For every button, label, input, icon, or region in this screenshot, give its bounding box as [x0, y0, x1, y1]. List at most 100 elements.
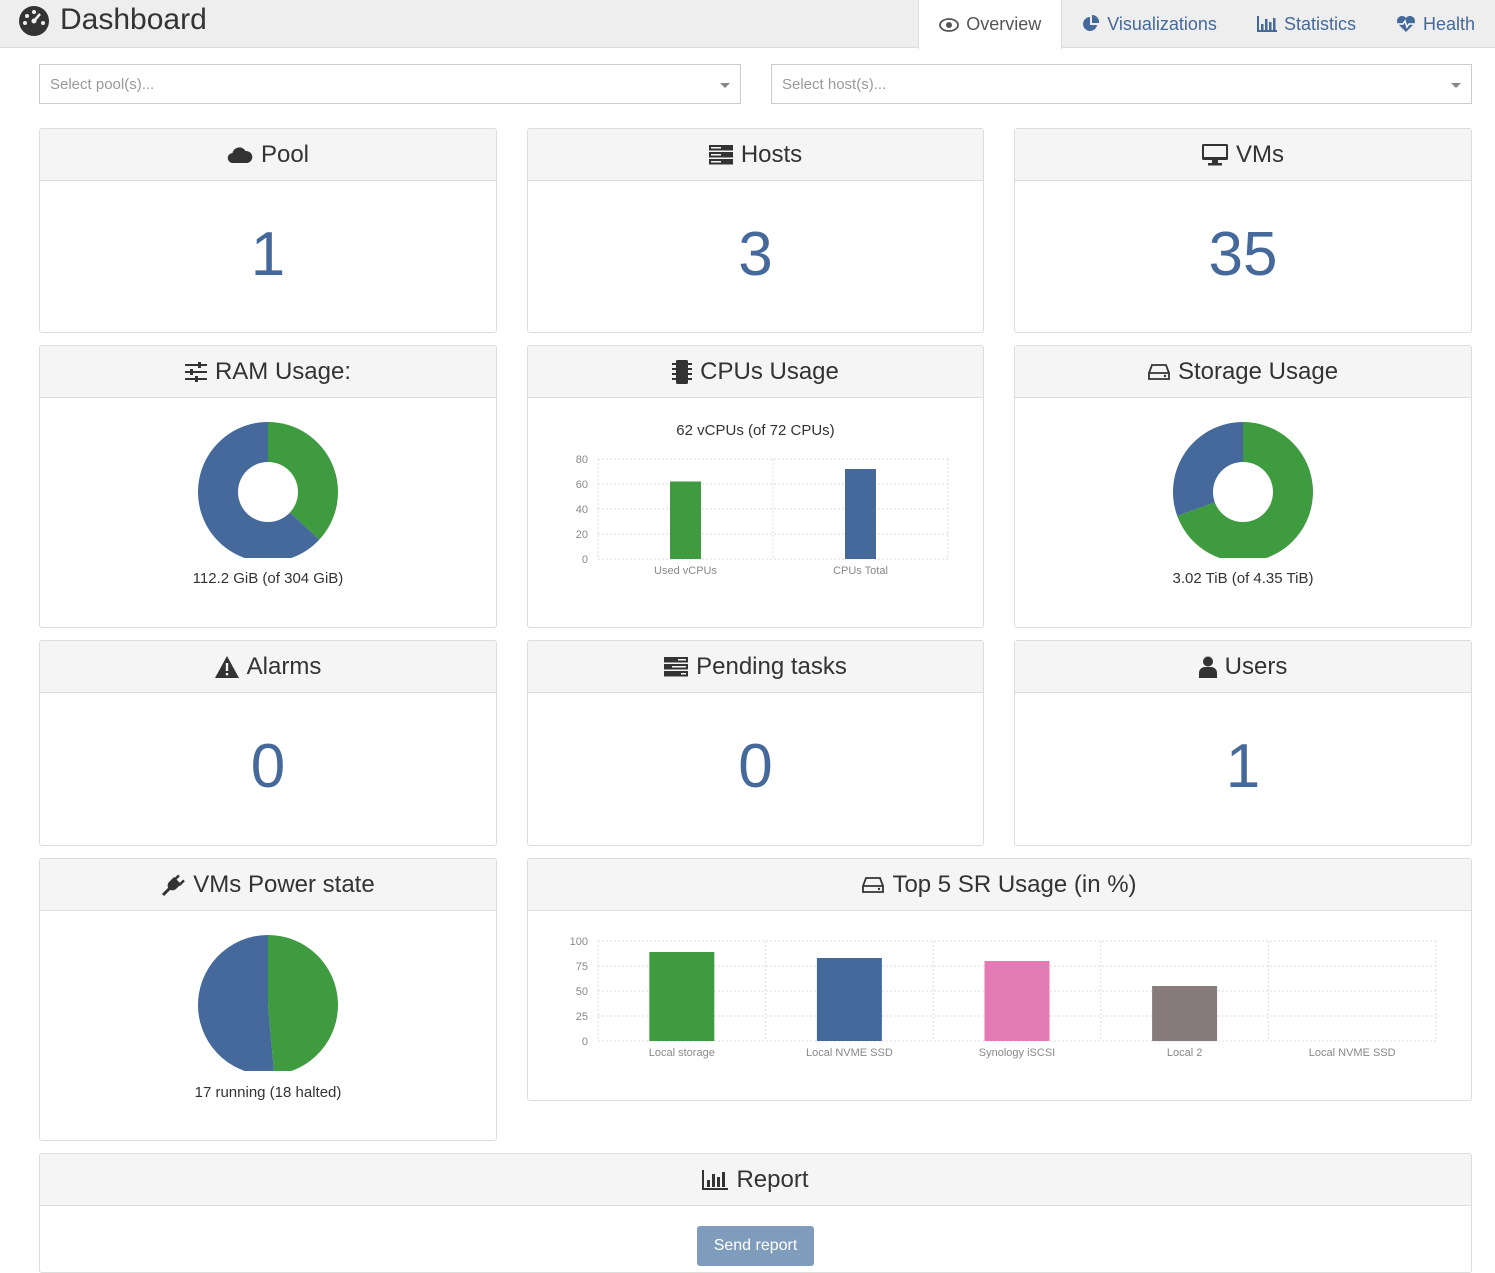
pool-card: Pool 1	[39, 128, 497, 333]
vms-card-header: VMs	[1015, 129, 1471, 181]
desktop-icon	[1202, 143, 1228, 165]
pie-slice	[268, 935, 338, 1071]
bar-chart-icon	[1256, 16, 1277, 32]
storage-donut-chart	[1173, 422, 1313, 558]
pending-tasks-card: Pending tasks 0	[527, 640, 984, 846]
x-tick-label: Local NVME SSD	[806, 1047, 893, 1059]
tab-health-label: Health	[1422, 13, 1475, 34]
ram-usage-caption: 112.2 GiB (of 304 GiB)	[192, 570, 344, 587]
donut-hole	[238, 462, 298, 522]
alarms-card: Alarms 0	[39, 640, 497, 846]
tab-statistics-label: Statistics	[1283, 13, 1356, 34]
users-count: 1	[1225, 732, 1261, 801]
report-card-header: Report	[40, 1154, 1471, 1206]
storage-usage-caption: 3.02 TiB (of 4.35 TiB)	[1172, 570, 1314, 587]
pie-chart-icon	[1083, 15, 1100, 31]
sliders-icon	[184, 361, 207, 382]
tab-statistics[interactable]: Statistics	[1237, 0, 1376, 48]
send-report-button[interactable]: Send report	[697, 1226, 814, 1266]
x-tick-label: Local 2	[1167, 1047, 1202, 1059]
pending-tasks-card-header: Pending tasks	[528, 641, 983, 693]
power-state-pie-chart	[197, 935, 338, 1071]
bar	[1152, 986, 1218, 1041]
tasks-icon	[664, 656, 689, 676]
page-title-text: Dashboard	[60, 3, 207, 36]
pending-tasks-count: 0	[738, 732, 773, 801]
dashboard-icon	[19, 6, 49, 36]
y-tick-label: 20	[576, 529, 588, 541]
alarms-count: 0	[250, 732, 286, 801]
hosts-count: 3	[738, 220, 773, 289]
tab-health[interactable]: Health	[1376, 0, 1495, 48]
x-tick-label: Local storage	[649, 1047, 715, 1059]
bar	[845, 469, 876, 559]
x-tick-label: Synology iSCSI	[979, 1047, 1055, 1059]
chip-icon	[672, 359, 693, 384]
page-title: Dashboard	[18, 2, 207, 38]
tab-overview[interactable]: Overview	[918, 0, 1063, 49]
pool-card-header: Pool	[40, 129, 496, 181]
host-select-placeholder: Select host(s)...	[782, 75, 887, 93]
vms-card: VMs 35	[1014, 128, 1472, 333]
tab-overview-label: Overview	[966, 14, 1042, 34]
y-tick-label: 80	[576, 454, 588, 466]
bar	[649, 952, 715, 1041]
y-tick-label: 40	[576, 504, 588, 516]
x-tick-label: Used vCPUs	[654, 565, 717, 577]
sr-usage-card-title: Top 5 SR Usage (in %)	[892, 870, 1137, 898]
x-tick-label: Local NVME SSD	[1309, 1047, 1396, 1059]
eye-icon	[939, 17, 960, 32]
sr-usage-card: Top 5 SR Usage (in %) 0 25 50 75 100 Local st…	[527, 858, 1472, 1101]
tab-visualizations-label: Visualizations	[1107, 13, 1217, 34]
hdd-icon	[1148, 363, 1170, 380]
hosts-card-header: Hosts	[528, 129, 983, 181]
sr-usage-card-header: Top 5 SR Usage (in %)	[528, 859, 1471, 911]
tab-visualizations[interactable]: Visualizations	[1062, 0, 1237, 48]
heartbeat-icon	[1396, 16, 1415, 32]
plug-icon	[162, 873, 186, 896]
ram-card-title: RAM Usage:	[214, 357, 352, 385]
cpus-card: CPUs Usage 62 vCPUs (of 72 CPUs) 0 20 40 60…	[527, 345, 984, 628]
vms-card-title: VMs	[1236, 140, 1284, 168]
ram-card: RAM Usage: 112.2 GiB (of 304 GiB)	[39, 345, 497, 628]
users-card: Users 1	[1014, 640, 1472, 846]
hdd-icon	[862, 876, 885, 893]
report-card: Report Send report	[39, 1153, 1472, 1273]
cloud-icon	[227, 146, 253, 163]
users-card-title: Users	[1224, 652, 1288, 680]
pie-slice	[268, 422, 339, 540]
ram-donut-chart	[198, 422, 339, 558]
cpus-card-header: CPUs Usage	[528, 346, 983, 398]
ram-card-header: RAM Usage:	[40, 346, 496, 398]
y-tick-label: 50	[576, 986, 588, 998]
pool-select[interactable]: Select pool(s)...	[39, 64, 741, 104]
pie-slice	[197, 935, 274, 1071]
cpus-bar-chart: 0 20 40 60 80 Used vCPUs CPUs Total	[576, 454, 949, 577]
pool-count: 1	[250, 220, 286, 289]
bar	[816, 958, 882, 1041]
bar	[670, 481, 701, 559]
storage-card: Storage Usage 3.02 TiB (of 4.35 TiB)	[1014, 345, 1472, 628]
cpus-card-title: CPUs Usage	[700, 357, 839, 385]
pool-card-title: Pool	[260, 140, 310, 168]
bar-chart-icon	[702, 1169, 729, 1190]
sr-usage-bar-chart: 0 25 50 75 100 Local storage Local NVME SSD Syn…	[570, 936, 1437, 1059]
y-tick-label: 60	[576, 479, 588, 491]
y-tick-label: 100	[570, 936, 588, 948]
vms-count: 35	[1208, 220, 1278, 289]
tab-bar: Overview Visualizations Statistics Healt…	[918, 0, 1495, 49]
chevron-down-icon	[720, 83, 730, 88]
power-state-card: VMs Power state 17 running (18 halted)	[39, 858, 497, 1141]
x-tick-label: CPUs Total	[833, 565, 888, 577]
power-state-card-title: VMs Power state	[193, 870, 375, 898]
cpus-usage-caption: 62 vCPUs (of 72 CPUs)	[676, 422, 835, 439]
alarms-card-title: Alarms	[246, 652, 322, 680]
users-card-header: Users	[1015, 641, 1471, 693]
donut-hole	[1213, 462, 1273, 522]
pending-tasks-card-title: Pending tasks	[696, 652, 847, 680]
alarms-card-header: Alarms	[40, 641, 496, 693]
hosts-card-title: Hosts	[740, 140, 803, 168]
warning-icon	[214, 655, 239, 678]
storage-card-header: Storage Usage	[1015, 346, 1471, 398]
host-select[interactable]: Select host(s)...	[771, 64, 1472, 104]
